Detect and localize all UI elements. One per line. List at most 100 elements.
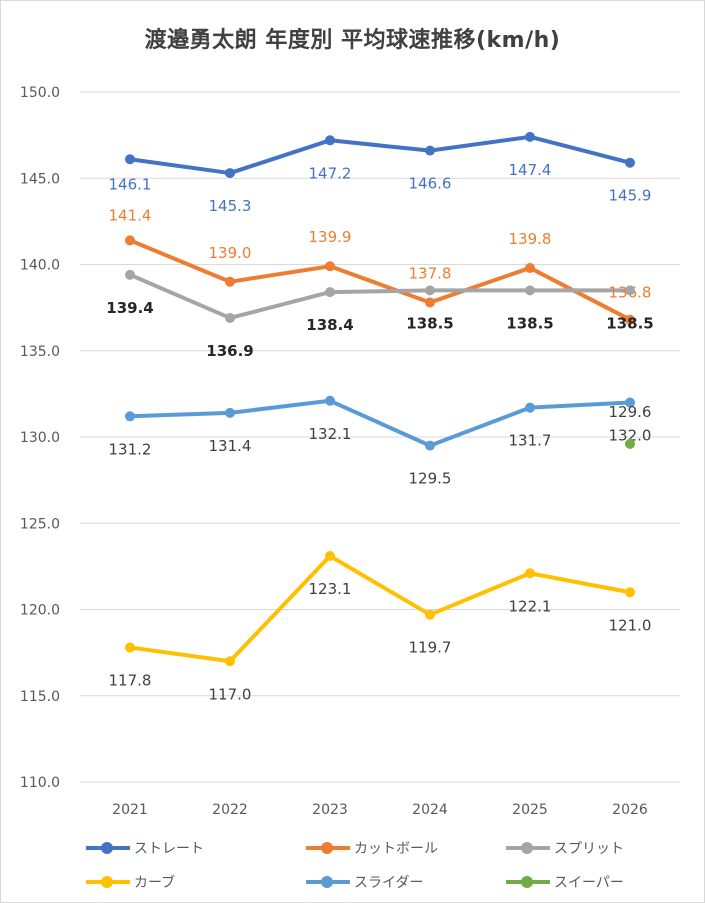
x-tick-label: 2023 xyxy=(312,802,348,818)
data-label: 123.1 xyxy=(309,580,352,598)
x-tick-label: 2021 xyxy=(112,802,148,818)
data-label: 132.0 xyxy=(609,427,652,445)
legend-label: カーブ xyxy=(134,875,176,891)
data-point xyxy=(625,587,635,598)
y-tick-label: 150.0 xyxy=(20,85,60,101)
legend-item: スプリット xyxy=(506,838,624,858)
legend-item: カーブ xyxy=(86,872,175,892)
data-label: 129.6 xyxy=(609,403,652,421)
data-point xyxy=(625,438,635,449)
y-tick-label: 135.0 xyxy=(20,344,60,360)
data-point xyxy=(625,314,635,325)
data-label: 139.9 xyxy=(309,228,352,246)
data-label: 138.5 xyxy=(506,314,553,332)
y-tick-label: 140.0 xyxy=(20,258,60,274)
y-tick-label: 110.0 xyxy=(20,775,60,791)
data-point xyxy=(525,402,535,413)
legend-swatch xyxy=(506,842,550,854)
data-point xyxy=(525,285,535,296)
data-label: 139.8 xyxy=(509,230,552,248)
data-point xyxy=(425,297,435,308)
data-label: 138.5 xyxy=(406,314,453,332)
legend-swatch xyxy=(306,842,350,854)
x-tick-label: 2024 xyxy=(412,802,448,818)
data-label: 141.4 xyxy=(109,206,152,224)
data-point xyxy=(325,135,335,146)
legend-label: ストレート xyxy=(134,841,204,857)
data-point xyxy=(525,131,535,142)
legend-marker xyxy=(321,876,333,888)
legend-marker xyxy=(101,876,113,888)
data-label: 131.7 xyxy=(509,432,552,450)
data-label: 145.3 xyxy=(209,197,252,215)
legend-label: スイーパー xyxy=(554,875,624,891)
legend-item: ストレート xyxy=(86,838,204,858)
data-point xyxy=(125,269,135,280)
data-label: 147.4 xyxy=(509,161,552,179)
data-point xyxy=(425,145,435,156)
data-label: 117.0 xyxy=(209,685,252,703)
series-line xyxy=(128,398,632,448)
data-point xyxy=(225,276,235,287)
data-point xyxy=(525,568,535,579)
data-point xyxy=(425,440,435,451)
data-point xyxy=(525,262,535,273)
legend-item: スイーパー xyxy=(506,872,624,892)
legend-item: カットボール xyxy=(306,838,438,858)
data-label: 119.7 xyxy=(409,639,452,657)
y-tick-label: 145.0 xyxy=(20,171,60,187)
x-tick-label: 2026 xyxy=(612,802,648,818)
data-point xyxy=(625,157,635,168)
legend-marker xyxy=(101,842,113,854)
data-point xyxy=(425,285,435,296)
data-label: 138.5 xyxy=(606,314,653,332)
data-point xyxy=(125,411,135,422)
y-tick-label: 115.0 xyxy=(20,689,60,705)
data-point xyxy=(325,551,335,562)
legend-swatch xyxy=(306,876,350,888)
y-tick-label: 120.0 xyxy=(20,603,60,619)
legend-label: スプリット xyxy=(554,841,624,857)
series-line xyxy=(128,272,632,320)
legend-label: カットボール xyxy=(354,841,438,857)
legend-marker xyxy=(521,842,533,854)
data-label: 146.1 xyxy=(109,175,152,193)
data-point xyxy=(125,642,135,653)
legend-swatch xyxy=(86,842,130,854)
legend-item: スライダー xyxy=(306,872,423,892)
data-label: 147.2 xyxy=(309,164,352,182)
data-label: 136.9 xyxy=(206,342,253,360)
data-label: 145.9 xyxy=(609,187,652,205)
data-label: 146.6 xyxy=(409,175,452,193)
legend-swatch xyxy=(86,876,130,888)
legend-marker xyxy=(521,876,533,888)
series-line xyxy=(128,238,632,322)
data-point xyxy=(625,285,635,296)
series-line xyxy=(128,554,632,664)
data-point xyxy=(225,168,235,179)
data-label: 131.4 xyxy=(209,437,252,455)
y-tick-label: 125.0 xyxy=(20,516,60,532)
data-label: 139.4 xyxy=(106,299,153,317)
data-label: 129.5 xyxy=(409,470,452,488)
data-point xyxy=(625,397,635,408)
data-point xyxy=(125,154,135,165)
data-label: 137.8 xyxy=(409,264,452,282)
legend-swatch xyxy=(506,876,550,888)
data-label: 138.4 xyxy=(306,316,353,334)
data-label: 132.1 xyxy=(309,425,352,443)
data-label: 139.0 xyxy=(209,244,252,262)
legend-label: スライダー xyxy=(354,875,424,891)
data-label: 131.2 xyxy=(109,440,152,458)
legend-marker xyxy=(321,842,333,854)
data-point xyxy=(325,395,335,406)
y-tick-label: 130.0 xyxy=(20,430,60,446)
data-label: 122.1 xyxy=(509,597,552,615)
x-tick-label: 2025 xyxy=(512,802,548,818)
data-label: 117.8 xyxy=(109,671,152,689)
data-point xyxy=(225,407,235,418)
data-label: 121.0 xyxy=(609,616,652,634)
data-point xyxy=(125,235,135,246)
chart-title: 渡邉勇太朗 年度別 平均球速推移(km/h) xyxy=(144,28,561,53)
